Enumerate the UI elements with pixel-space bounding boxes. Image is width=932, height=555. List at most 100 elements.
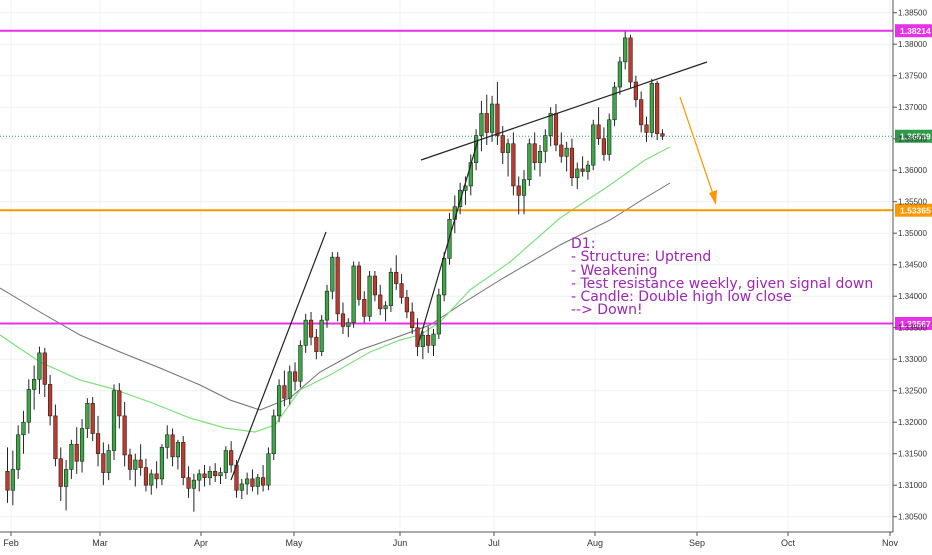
candle-body bbox=[319, 319, 324, 352]
candle-body bbox=[473, 135, 479, 163]
candle-body bbox=[197, 473, 202, 481]
candle-body bbox=[250, 478, 255, 487]
candle-body bbox=[612, 86, 617, 121]
candle-body bbox=[431, 333, 436, 346]
x-tick-label: May bbox=[285, 538, 303, 548]
y-tick-label: 1.34500 bbox=[898, 261, 927, 270]
candle-body bbox=[21, 421, 26, 436]
resistance-trendline bbox=[420, 61, 708, 161]
support-bottom-label-bg bbox=[895, 316, 932, 330]
candle-body bbox=[16, 434, 21, 470]
candle-body bbox=[516, 185, 521, 196]
x-tick-label: Jul bbox=[488, 538, 500, 548]
annotation-line: D1: bbox=[571, 236, 595, 252]
candle-body bbox=[111, 390, 117, 451]
y-tick-label: 1.37000 bbox=[898, 103, 927, 112]
projection-arrow-line bbox=[679, 96, 716, 201]
trendline-june-july bbox=[417, 139, 479, 346]
candle-body bbox=[223, 450, 228, 473]
candle-body bbox=[32, 379, 37, 390]
candle-body bbox=[564, 147, 569, 157]
projection-arrow-head bbox=[709, 190, 717, 205]
x-tick-label: Sep bbox=[689, 538, 705, 548]
candle-body bbox=[372, 275, 378, 296]
candle-body bbox=[367, 275, 372, 317]
candle-body bbox=[548, 113, 553, 136]
y-tick-label: 1.36000 bbox=[898, 166, 927, 175]
candle-body bbox=[500, 135, 505, 153]
y-tick-label: 1.30500 bbox=[898, 513, 927, 522]
candle-body bbox=[628, 37, 633, 83]
candle-body bbox=[521, 179, 527, 196]
candle-body bbox=[298, 345, 303, 382]
candle-body bbox=[346, 322, 351, 327]
candle-body bbox=[90, 402, 95, 434]
candle-body bbox=[266, 453, 271, 486]
candle-body bbox=[63, 469, 69, 487]
candle-body bbox=[53, 415, 58, 460]
candle-body bbox=[10, 469, 15, 491]
y-tick-label: 1.34000 bbox=[898, 292, 927, 301]
candle-body bbox=[287, 371, 292, 399]
candle-body bbox=[633, 81, 638, 100]
y-tick-label: 1.36500 bbox=[898, 135, 927, 144]
candle-body bbox=[138, 459, 143, 468]
candle-body bbox=[154, 473, 159, 480]
x-tick-label: Apr bbox=[194, 538, 208, 548]
trend-drawings bbox=[230, 61, 717, 481]
candle-body bbox=[303, 319, 308, 346]
candle-body bbox=[537, 151, 543, 163]
candle-body bbox=[436, 294, 441, 335]
candle-body bbox=[639, 99, 644, 126]
support-orange-label: 1.53365 bbox=[900, 206, 931, 216]
candles bbox=[5, 31, 665, 512]
candle-body bbox=[410, 311, 415, 329]
y-tick-label: 1.35500 bbox=[898, 198, 927, 207]
candle-body bbox=[585, 164, 591, 172]
candle-body bbox=[213, 471, 218, 477]
support-orange-label-bg bbox=[895, 203, 932, 217]
resistance-top-label: 1.38214 bbox=[900, 26, 931, 36]
candle-body bbox=[489, 103, 495, 133]
y-tick-label: 1.37500 bbox=[898, 72, 927, 81]
moving-averages bbox=[0, 146, 671, 433]
x-tick-label: Mar bbox=[92, 538, 108, 548]
candle-body bbox=[394, 271, 399, 284]
candle-body bbox=[617, 61, 622, 88]
y-tick-label: 1.32500 bbox=[898, 387, 927, 396]
y-tick-label: 1.31500 bbox=[898, 450, 927, 459]
candle-body bbox=[505, 143, 511, 153]
candle-body bbox=[458, 190, 463, 208]
candle-body bbox=[442, 258, 447, 296]
y-tick-label: 1.32000 bbox=[898, 418, 927, 427]
candle-body bbox=[218, 472, 223, 477]
x-tick-label: Jun bbox=[393, 538, 408, 548]
candle-body bbox=[655, 82, 660, 134]
y-tick-label: 1.35000 bbox=[898, 229, 927, 238]
candle-body bbox=[58, 458, 63, 487]
candle-body bbox=[420, 334, 425, 347]
candle-body bbox=[308, 319, 314, 338]
candle-body bbox=[37, 352, 42, 380]
candle-body bbox=[255, 477, 260, 487]
candle-body bbox=[351, 265, 356, 323]
candle-body bbox=[383, 305, 388, 310]
candle-body bbox=[623, 37, 628, 63]
candle-body bbox=[511, 143, 516, 187]
candle-body bbox=[181, 442, 186, 478]
candle-body bbox=[245, 478, 250, 485]
candle-body bbox=[340, 313, 346, 327]
x-tick-label: Aug bbox=[587, 538, 603, 548]
candle-body bbox=[644, 124, 649, 133]
candle-body bbox=[276, 385, 282, 417]
candle-body bbox=[292, 371, 298, 382]
candle-body bbox=[591, 124, 596, 166]
candle-body bbox=[495, 103, 500, 136]
candle-body bbox=[356, 265, 362, 300]
candle-body bbox=[660, 133, 665, 137]
support-bottom-label: 1.33567 bbox=[900, 319, 931, 329]
candle-body bbox=[186, 477, 191, 489]
